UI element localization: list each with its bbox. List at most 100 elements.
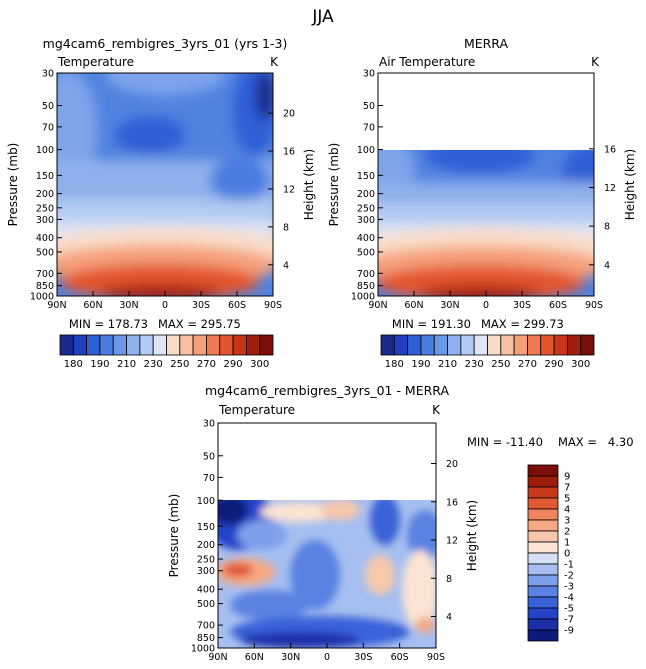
colorbar-swatch xyxy=(540,334,555,356)
panel1-title: mg4cam6_rembigres_3yrs_01 (yrs 1-3) xyxy=(43,36,288,51)
colorbar-label: 9 xyxy=(564,472,570,483)
colorbar-swatch xyxy=(527,552,559,565)
x-tick-label: 30S xyxy=(192,300,210,311)
panel1-field xyxy=(57,73,273,296)
colorbar-label: -5 xyxy=(564,604,574,615)
y-tick-label: 500 xyxy=(36,247,54,258)
y-tick-label: 300 xyxy=(36,215,54,226)
colorbar-swatch xyxy=(206,334,221,356)
x-tick-label: 90N xyxy=(47,300,66,311)
y2-tick-label: 20 xyxy=(446,459,458,470)
colorbar-swatch xyxy=(152,334,167,356)
panel2-field xyxy=(378,150,594,296)
colorbar-label: 190 xyxy=(411,359,430,370)
panel-merra: MERRA Air Temperature K 30 50 70 100 150 200 2… xyxy=(327,36,637,370)
x-tick-label: 60N xyxy=(245,652,264,663)
colorbar-label: 290 xyxy=(224,359,243,370)
panel1-colorbar: 180 190 210 230 250 270 290 300 xyxy=(59,334,274,370)
x-tick-label: 0 xyxy=(324,652,330,663)
y-tick-label: 30 xyxy=(203,419,215,430)
colorbar-swatch xyxy=(527,618,559,631)
y-tick-label: 250 xyxy=(357,203,375,214)
colorbar-swatch xyxy=(500,334,515,356)
y-tick-label: 100 xyxy=(36,145,54,156)
x-tick-label: 60S xyxy=(228,300,246,311)
colorbar-swatch xyxy=(473,334,488,356)
colorbar-swatch xyxy=(580,334,595,356)
y2-axis-label: Height (km) xyxy=(465,500,479,571)
y-axis-label: Pressure (mb) xyxy=(167,494,181,578)
y-tick-label: 1000 xyxy=(351,292,375,303)
panel2-min: MIN = 191.30 xyxy=(392,317,471,331)
y-tick-label: 850 xyxy=(357,281,375,292)
y-tick-label: 700 xyxy=(197,621,215,632)
y2-axis-label: Height (km) xyxy=(302,149,316,220)
y-tick-label: 250 xyxy=(197,555,215,566)
y-tick-label: 300 xyxy=(357,215,375,226)
colorbar-swatch xyxy=(527,497,559,510)
y2-tick-label: 4 xyxy=(283,260,289,271)
y-tick-label: 200 xyxy=(357,189,375,200)
colorbar-swatch xyxy=(447,334,462,356)
y-tick-label: 50 xyxy=(203,451,215,462)
colorbar-label: 4 xyxy=(564,505,570,516)
y-tick-label: 850 xyxy=(36,281,54,292)
y-tick-label: 150 xyxy=(357,171,375,182)
colorbar-label: -1 xyxy=(564,560,574,571)
y2-tick-label: 16 xyxy=(446,497,458,508)
colorbar-swatch xyxy=(126,334,141,356)
colorbar-label: 230 xyxy=(144,359,163,370)
colorbar-swatch xyxy=(527,486,559,499)
panel2-colorbar: 180 190 210 230 250 270 290 300 xyxy=(380,334,595,370)
panel1-axes: 305070100150200250300400500700850100090N… xyxy=(6,69,316,312)
colorbar-label: 180 xyxy=(385,359,404,370)
colorbar-swatch xyxy=(527,530,559,543)
colorbar-swatch xyxy=(527,607,559,620)
colorbar-swatch xyxy=(527,574,559,587)
colorbar-swatch xyxy=(527,519,559,532)
x-tick-label: 30N xyxy=(440,300,459,311)
y-tick-label: 100 xyxy=(357,145,375,156)
x-tick-label: 60S xyxy=(391,652,409,663)
y-tick-label: 70 xyxy=(363,122,375,133)
colorbar-swatch xyxy=(86,334,101,356)
colorbar-swatch xyxy=(527,585,559,598)
panel3-title: mg4cam6_rembigres_3yrs_01 - MERRA xyxy=(205,383,450,398)
x-tick-label: 90S xyxy=(427,652,445,663)
colorbar-swatch xyxy=(527,563,559,576)
panel3-max: MAX = 4.30 xyxy=(558,435,634,449)
panel-difference: mg4cam6_rembigres_3yrs_01 - MERRA Temper… xyxy=(167,383,634,663)
colorbar-label: 190 xyxy=(90,359,109,370)
y-tick-label: 1000 xyxy=(30,292,54,303)
panel3-subtitle: Temperature xyxy=(218,403,295,417)
y2-tick-label: 16 xyxy=(604,144,616,155)
colorbar-label: -2 xyxy=(564,571,574,582)
colorbar-label: 2 xyxy=(564,527,570,538)
colorbar-swatch xyxy=(232,334,247,356)
x-tick-label: 60S xyxy=(549,300,567,311)
colorbar-label: 250 xyxy=(170,359,189,370)
y-tick-label: 1000 xyxy=(191,644,215,655)
y2-axis-label: Height (km) xyxy=(623,149,637,220)
colorbar-swatch xyxy=(420,334,435,356)
colorbar-label: 290 xyxy=(545,359,564,370)
x-tick-label: 30N xyxy=(281,652,300,663)
colorbar-label: 3 xyxy=(564,516,570,527)
colorbar-swatch xyxy=(393,334,409,356)
colorbar-swatch xyxy=(433,334,448,356)
y2-tick-label: 8 xyxy=(283,222,289,233)
panel3-min: MIN = -11.40 xyxy=(467,435,543,449)
colorbar-swatch xyxy=(259,334,274,356)
colorbar-swatch xyxy=(380,334,395,356)
x-tick-label: 60N xyxy=(404,300,423,311)
y-tick-label: 150 xyxy=(197,522,215,533)
colorbar-label: -3 xyxy=(564,582,574,593)
y-tick-label: 50 xyxy=(42,101,54,112)
y2-tick-label: 8 xyxy=(446,574,452,585)
colorbar-swatch xyxy=(527,334,542,356)
panel1-max: MAX = 295.75 xyxy=(158,317,241,331)
colorbar-label: 180 xyxy=(64,359,83,370)
